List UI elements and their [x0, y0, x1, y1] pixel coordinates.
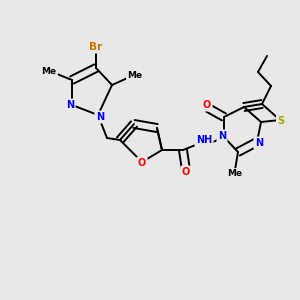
Text: N: N — [255, 138, 263, 148]
Text: Me: Me — [128, 71, 142, 80]
Text: Me: Me — [227, 169, 243, 178]
Text: NH: NH — [196, 135, 212, 145]
Text: Br: Br — [89, 42, 103, 52]
Text: Me: Me — [41, 68, 57, 76]
Text: O: O — [203, 100, 211, 110]
Text: O: O — [182, 167, 190, 177]
Text: N: N — [218, 131, 226, 141]
Text: S: S — [278, 116, 285, 126]
Text: N: N — [66, 100, 74, 110]
Text: O: O — [138, 158, 146, 168]
Text: N: N — [96, 112, 104, 122]
